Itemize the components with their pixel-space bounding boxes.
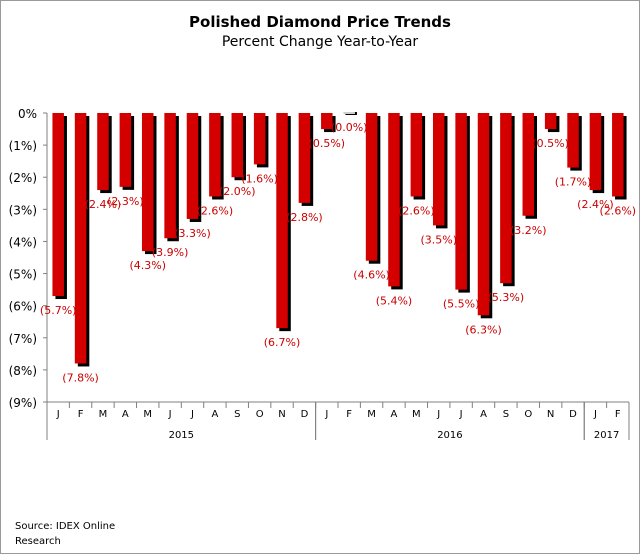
- x-tick-label: A: [480, 409, 487, 420]
- bar: [209, 113, 221, 197]
- data-label: (5.4%): [376, 294, 413, 307]
- y-tick-label: 0%: [18, 107, 37, 121]
- source-note: Source: IDEX Online Research: [15, 521, 116, 547]
- bar: [253, 113, 266, 165]
- data-label: (2.6%): [600, 204, 637, 217]
- bar: [500, 113, 512, 284]
- data-label: (6.7%): [264, 336, 301, 349]
- x-tick-label: F: [78, 409, 84, 420]
- data-label: (2.0%): [219, 185, 256, 198]
- x-tick-label: A: [391, 409, 398, 420]
- bar: [365, 113, 378, 261]
- data-label: (0.5%): [309, 137, 346, 150]
- data-label: (5.5%): [443, 298, 480, 311]
- x-tick-label: M: [367, 409, 376, 420]
- x-tick-label: N: [547, 409, 554, 420]
- data-label: (1.7%): [555, 176, 592, 189]
- bar: [589, 113, 602, 191]
- y-tick-label: (7%): [9, 332, 37, 346]
- x-tick-label: F: [615, 409, 621, 420]
- data-label: (2.8%): [286, 211, 323, 224]
- bar: [164, 113, 176, 239]
- x-tick-label: M: [412, 409, 421, 420]
- bar: [321, 113, 333, 130]
- data-label: (6.3%): [465, 323, 502, 336]
- bar: [544, 113, 557, 130]
- bar: [186, 113, 199, 219]
- data-label: (0.0%): [331, 121, 368, 134]
- bar: [141, 113, 154, 252]
- x-tick-label: J: [168, 409, 172, 420]
- data-label: (3.5%): [420, 233, 457, 246]
- data-label: (2.3%): [107, 195, 144, 208]
- y-tick-label: (3%): [9, 203, 37, 217]
- x-tick-label: J: [190, 409, 194, 420]
- year-label: 2017: [594, 430, 619, 441]
- chart-subtitle: Percent Change Year-to-Year: [221, 34, 419, 50]
- x-tick-label: J: [324, 409, 328, 420]
- y-tick-label: (5%): [9, 268, 37, 282]
- data-label: (3.2%): [510, 224, 547, 237]
- data-label: (2.6%): [197, 204, 234, 217]
- x-tick-label: A: [211, 409, 218, 420]
- data-label: (2.4%): [85, 198, 122, 211]
- y-tick-label: (9%): [9, 396, 37, 410]
- y-tick-label: (8%): [9, 364, 37, 378]
- data-label: (2.4%): [577, 198, 614, 211]
- x-tick-label: J: [436, 409, 440, 420]
- bar: [52, 113, 64, 297]
- x-tick-label: S: [234, 409, 240, 420]
- bar: [343, 112, 355, 114]
- y-tick-label: (4%): [9, 235, 37, 249]
- bar: [298, 113, 311, 203]
- data-label: (1.6%): [241, 172, 278, 185]
- year-label: 2016: [437, 430, 462, 441]
- bar: [522, 113, 535, 216]
- bar: [432, 113, 445, 226]
- data-label: (5.7%): [40, 304, 77, 317]
- x-tick-label: S: [503, 409, 509, 420]
- x-tick-label: O: [524, 409, 532, 420]
- x-tick-label: D: [569, 409, 577, 420]
- x-tick-label: J: [459, 409, 463, 420]
- x-tick-label: O: [256, 409, 264, 420]
- chart-title: Polished Diamond Price Trends: [189, 13, 451, 31]
- y-tick-label: (1%): [9, 139, 37, 153]
- data-label: (2.6%): [398, 204, 435, 217]
- x-tick-label: J: [56, 409, 60, 420]
- x-tick-label: A: [122, 409, 129, 420]
- x-tick-label: F: [346, 409, 352, 420]
- x-tick-label: N: [278, 409, 285, 420]
- x-tick-label: M: [143, 409, 152, 420]
- y-tick-label: (2%): [9, 171, 37, 185]
- bar: [477, 113, 490, 316]
- data-label: (4.3%): [129, 259, 166, 272]
- bar: [231, 113, 244, 178]
- bar: [455, 113, 467, 290]
- bar: [97, 113, 109, 191]
- data-label: (3.3%): [174, 227, 211, 240]
- bar: [74, 113, 87, 364]
- data-label: (4.6%): [353, 269, 390, 282]
- data-label: (7.8%): [62, 371, 99, 384]
- data-label: (5.3%): [488, 291, 525, 304]
- bar: [410, 113, 423, 197]
- x-tick-label: M: [99, 409, 108, 420]
- y-tick-label: (6%): [9, 300, 37, 314]
- bar: [119, 113, 132, 187]
- data-label: (0.5%): [532, 137, 569, 150]
- x-tick-label: J: [593, 409, 597, 420]
- bar: [276, 113, 288, 329]
- bar: [388, 113, 400, 287]
- bar: [612, 113, 624, 197]
- year-label: 2015: [169, 430, 194, 441]
- bar: [567, 113, 579, 168]
- data-label: (3.9%): [152, 246, 189, 259]
- x-tick-label: D: [301, 409, 309, 420]
